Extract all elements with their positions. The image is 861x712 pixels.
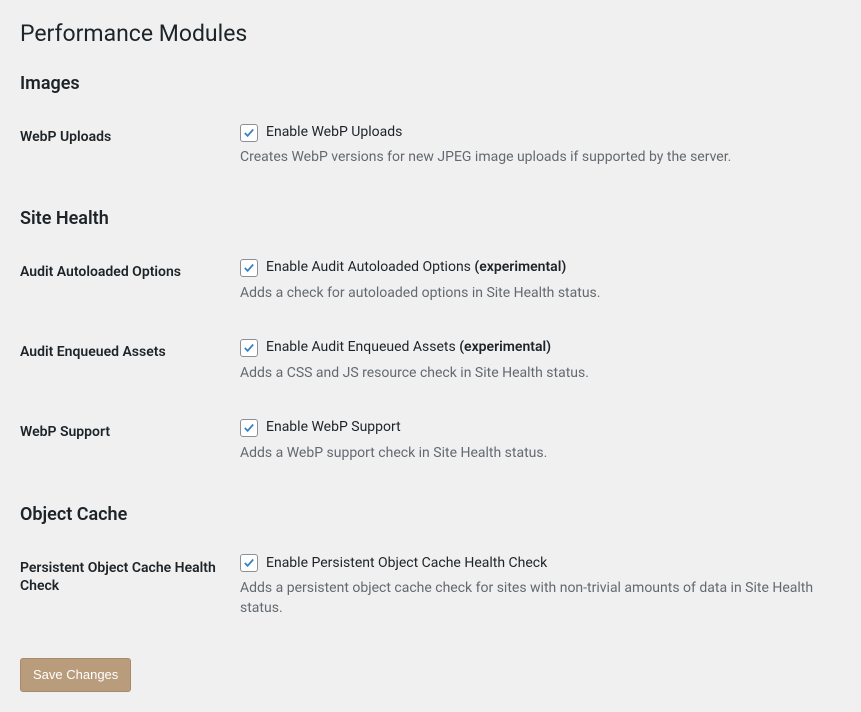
checkbox-label-webp-support[interactable]: Enable WebP Support [266, 418, 401, 438]
setting-row-webp-uploads: WebP Uploads Enable WebP Uploads Creates… [20, 108, 841, 188]
form-table-object-cache: Persistent Object Cache Health Check Ena… [20, 539, 841, 639]
checkbox-row-webp-support: Enable WebP Support [240, 418, 831, 438]
checkbox-webp-support[interactable] [240, 419, 258, 437]
checkmark-icon [242, 421, 256, 435]
checkbox-persistent-cache[interactable] [240, 554, 258, 572]
checkmark-icon [242, 126, 256, 140]
setting-row-audit-enqueued: Audit Enqueued Assets Enable Audit Enque… [20, 323, 841, 403]
checkbox-row-webp-uploads: Enable WebP Uploads [240, 123, 831, 143]
description-audit-autoloaded: Adds a check for autoloaded options in S… [240, 284, 831, 304]
submit-row: Save Changes [20, 658, 841, 692]
form-table-site-health: Audit Autoloaded Options Enable Audit Au… [20, 243, 841, 484]
checkbox-label-persistent-cache[interactable]: Enable Persistent Object Cache Health Ch… [266, 554, 547, 574]
section-heading-site-health: Site Health [20, 208, 841, 229]
checkbox-label-audit-autoloaded[interactable]: Enable Audit Autoloaded Options (experim… [266, 258, 566, 278]
description-webp-uploads: Creates WebP versions for new JPEG image… [240, 148, 831, 168]
description-audit-enqueued: Adds a CSS and JS resource check in Site… [240, 364, 831, 384]
setting-label-webp-support: WebP Support [20, 403, 240, 483]
setting-row-persistent-cache: Persistent Object Cache Health Check Ena… [20, 539, 841, 639]
description-webp-support: Adds a WebP support check in Site Health… [240, 444, 831, 464]
checkbox-label-audit-enqueued[interactable]: Enable Audit Enqueued Assets (experiment… [266, 338, 551, 358]
setting-label-audit-autoloaded: Audit Autoloaded Options [20, 243, 240, 323]
checkmark-icon [242, 556, 256, 570]
checkbox-row-audit-enqueued: Enable Audit Enqueued Assets (experiment… [240, 338, 831, 358]
checkbox-webp-uploads[interactable] [240, 124, 258, 142]
setting-row-webp-support: WebP Support Enable WebP Support Adds a … [20, 403, 841, 483]
checkbox-row-audit-autoloaded: Enable Audit Autoloaded Options (experim… [240, 258, 831, 278]
description-persistent-cache: Adds a persistent object cache check for… [240, 579, 831, 618]
checkbox-audit-autoloaded[interactable] [240, 259, 258, 277]
checkmark-icon [242, 341, 256, 355]
setting-label-webp-uploads: WebP Uploads [20, 108, 240, 188]
checkbox-row-persistent-cache: Enable Persistent Object Cache Health Ch… [240, 554, 831, 574]
setting-label-persistent-cache: Persistent Object Cache Health Check [20, 539, 240, 639]
page-title: Performance Modules [20, 10, 841, 53]
checkbox-audit-enqueued[interactable] [240, 339, 258, 357]
section-heading-object-cache: Object Cache [20, 504, 841, 525]
checkmark-icon [242, 261, 256, 275]
section-heading-images: Images [20, 73, 841, 94]
save-changes-button[interactable]: Save Changes [20, 658, 131, 692]
checkbox-label-webp-uploads[interactable]: Enable WebP Uploads [266, 123, 402, 143]
form-table-images: WebP Uploads Enable WebP Uploads Creates… [20, 108, 841, 188]
setting-row-audit-autoloaded: Audit Autoloaded Options Enable Audit Au… [20, 243, 841, 323]
setting-label-audit-enqueued: Audit Enqueued Assets [20, 323, 240, 403]
